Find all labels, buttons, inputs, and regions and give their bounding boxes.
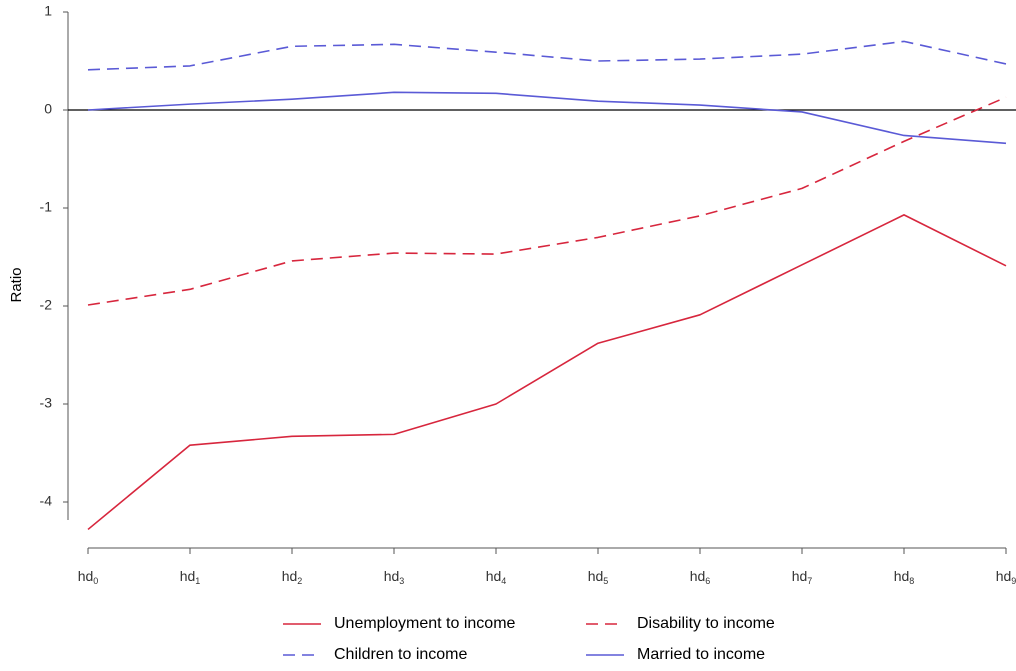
y-tick-label: -3 [40, 395, 53, 411]
x-tick-label-subscript: 1 [195, 576, 200, 586]
x-tick-label-base: hd [180, 568, 196, 584]
series-line-married-to-income [87, 91, 1007, 145]
x-tick-label-base: hd [690, 568, 706, 584]
series-lines [87, 40, 1007, 531]
x-tick-label: hd7 [792, 568, 813, 586]
x-tick-label: hd4 [486, 568, 507, 586]
y-ticks: 1 0 -1 -2 -3 -4 [40, 3, 68, 509]
series-line-children-to-income [87, 40, 1007, 71]
legend-item: Married to income [586, 646, 765, 663]
legend-item: Unemployment to income [283, 615, 516, 632]
x-tick-label-base: hd [588, 568, 604, 584]
y-tick-label: -4 [40, 493, 53, 509]
y-tick-label: -1 [40, 199, 53, 215]
x-tick-label: hd3 [384, 568, 405, 586]
x-tick-label-subscript: 4 [501, 576, 506, 586]
series-line-unemployment-to-income [87, 214, 1007, 531]
x-tick-label-subscript: 2 [297, 576, 302, 586]
x-tick-label-base: hd [282, 568, 298, 584]
x-tick-label: hd5 [588, 568, 609, 586]
x-tick-label-base: hd [384, 568, 400, 584]
legend-item: Disability to income [586, 615, 775, 632]
x-tick-label-subscript: 9 [1011, 576, 1016, 586]
x-tick-label-subscript: 3 [399, 576, 404, 586]
x-tick-label: hd8 [894, 568, 915, 586]
series-line-disability-to-income [87, 96, 1007, 306]
y-tick-label: -2 [40, 297, 53, 313]
x-tick-label-base: hd [792, 568, 808, 584]
x-tick-label-base: hd [486, 568, 502, 584]
y-tick-label: 0 [44, 101, 52, 117]
x-tick-label-base: hd [996, 568, 1012, 584]
legend: Unemployment to income Disability to inco… [283, 615, 775, 663]
x-tick-label-subscript: 6 [705, 576, 710, 586]
x-tick-label-subscript: 7 [807, 576, 812, 586]
legend-item: Children to income [283, 646, 468, 663]
x-tick-label-base: hd [78, 568, 94, 584]
x-tick-label-subscript: 5 [603, 576, 608, 586]
legend-label: Disability to income [637, 615, 775, 632]
legend-label: Children to income [334, 646, 468, 663]
x-tick-label: hd9 [996, 568, 1016, 586]
x-tick-label: hd6 [690, 568, 711, 586]
y-axis-title: Ratio [8, 267, 25, 302]
legend-label: Unemployment to income [334, 615, 516, 632]
legend-label: Married to income [637, 646, 765, 663]
plot-area: 10-1-2-3-4 hd0 hd1 hd2 hd3 hd4 hd5 hd6 hd7 hd8 hd… [40, 3, 1016, 586]
x-tick-label-subscript: 0 [93, 576, 98, 586]
x-tick-label: hd0 [78, 568, 99, 586]
y-tick-label: 1 [44, 3, 52, 19]
x-tick-label: hd1 [180, 568, 201, 586]
x-tick-label-subscript: 8 [909, 576, 914, 586]
x-ticks: hd0 hd1 hd2 hd3 hd4 hd5 hd6 hd7 hd8 hd9 [78, 548, 1016, 586]
x-tick-label-base: hd [894, 568, 910, 584]
x-tick-label: hd2 [282, 568, 303, 586]
